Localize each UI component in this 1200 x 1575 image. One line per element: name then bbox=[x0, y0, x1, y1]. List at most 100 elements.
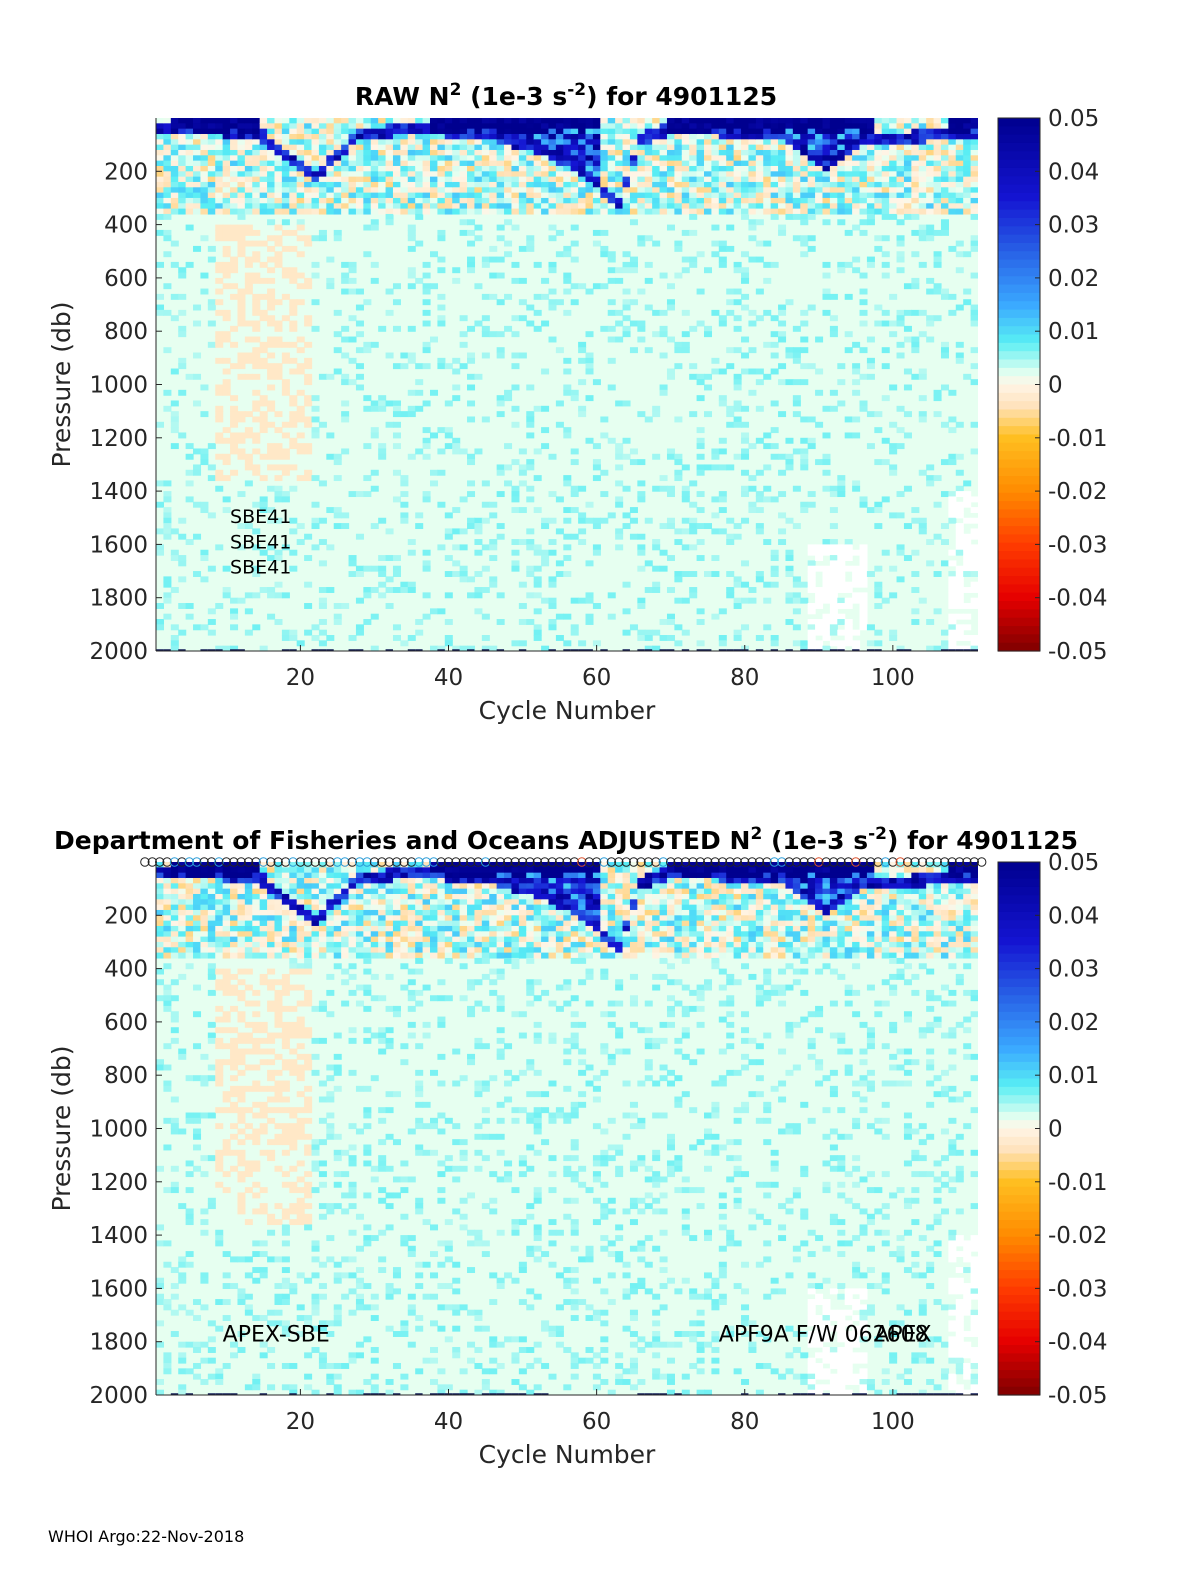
heatmap-cell bbox=[741, 277, 750, 284]
heatmap-cell bbox=[674, 160, 683, 167]
heatmap-cell bbox=[467, 373, 476, 380]
heatmap-cell bbox=[933, 123, 942, 130]
heatmap-cell bbox=[489, 176, 498, 183]
heatmap-cell bbox=[178, 149, 187, 156]
heatmap-cell bbox=[970, 155, 978, 162]
heatmap-cell bbox=[652, 581, 661, 588]
heatmap-cell bbox=[341, 448, 350, 455]
heatmap-cell bbox=[230, 1027, 239, 1034]
heatmap-cell bbox=[415, 277, 424, 284]
heatmap-cell bbox=[770, 203, 779, 210]
heatmap-cell bbox=[770, 635, 779, 641]
heatmap-cell bbox=[274, 1011, 283, 1018]
heatmap-cell bbox=[392, 165, 401, 172]
heatmap-cell bbox=[459, 315, 468, 322]
heatmap-cell bbox=[281, 149, 290, 156]
heatmap-cell bbox=[748, 197, 757, 204]
heatmap-cell bbox=[311, 416, 320, 423]
heatmap-cell bbox=[666, 619, 675, 625]
heatmap-cell bbox=[504, 171, 513, 178]
heatmap-cell bbox=[800, 320, 809, 327]
heatmap-cell bbox=[970, 304, 978, 311]
heatmap-cell bbox=[911, 283, 920, 290]
heatmap-cell bbox=[563, 384, 572, 391]
heatmap-cell bbox=[578, 187, 587, 194]
heatmap-cell bbox=[940, 197, 949, 204]
heatmap-cell bbox=[970, 507, 978, 514]
heatmap-cell bbox=[193, 352, 202, 359]
heatmap-cell bbox=[156, 1240, 165, 1247]
heatmap-cell bbox=[874, 171, 883, 178]
heatmap-cell bbox=[452, 181, 461, 188]
heatmap-cell bbox=[518, 203, 527, 210]
heatmap-cell bbox=[844, 624, 853, 631]
heatmap-cell bbox=[193, 941, 202, 948]
heatmap-cell bbox=[563, 427, 572, 434]
heatmap-cell bbox=[955, 453, 964, 460]
heatmap-cell bbox=[726, 171, 735, 178]
heatmap-cell bbox=[859, 501, 868, 508]
heatmap-cell bbox=[259, 862, 268, 868]
heatmap-cell bbox=[170, 920, 179, 927]
heatmap-cell bbox=[244, 1309, 253, 1316]
heatmap-cell bbox=[370, 160, 379, 167]
heatmap-cell bbox=[267, 203, 276, 210]
heatmap-cell bbox=[296, 363, 305, 370]
heatmap-cell bbox=[311, 427, 320, 434]
heatmap-cell bbox=[215, 603, 224, 609]
heatmap-cell bbox=[193, 936, 202, 943]
heatmap-cell bbox=[607, 208, 616, 215]
heatmap-cell bbox=[193, 925, 202, 932]
heatmap-cell bbox=[207, 872, 216, 879]
heatmap-cell bbox=[467, 155, 476, 162]
heatmap-cell bbox=[696, 149, 705, 156]
heatmap-cell bbox=[837, 619, 846, 625]
heatmap-cell bbox=[718, 181, 727, 188]
heatmap-cell bbox=[222, 979, 231, 986]
heatmap-cell bbox=[430, 149, 439, 156]
heatmap-cell bbox=[474, 235, 483, 242]
heatmap-cell bbox=[207, 176, 216, 183]
heatmap-cell bbox=[252, 123, 261, 130]
heatmap-cell bbox=[866, 357, 875, 364]
heatmap-cell bbox=[837, 197, 846, 204]
heatmap-cell bbox=[237, 1091, 246, 1098]
heatmap-cell bbox=[541, 187, 550, 194]
heatmap-cell bbox=[163, 984, 172, 991]
heatmap-cell bbox=[467, 149, 476, 156]
heatmap-cell bbox=[585, 192, 594, 199]
heatmap-cell bbox=[422, 613, 431, 620]
heatmap-cell bbox=[511, 128, 520, 135]
heatmap-cell bbox=[585, 331, 594, 338]
heatmap-cell bbox=[333, 203, 342, 210]
heatmap-cell bbox=[615, 496, 624, 503]
heatmap-cell bbox=[274, 619, 283, 625]
heatmap-cell bbox=[615, 176, 624, 183]
heatmap-cell bbox=[163, 405, 172, 412]
heatmap-cell bbox=[548, 181, 557, 188]
heatmap-cell bbox=[881, 128, 890, 135]
heatmap-cell bbox=[637, 203, 646, 210]
heatmap-cell bbox=[326, 256, 335, 263]
heatmap-cell bbox=[696, 123, 705, 130]
heatmap-cell bbox=[274, 320, 283, 327]
heatmap-cell bbox=[252, 909, 261, 916]
heatmap-cell bbox=[607, 176, 616, 183]
heatmap-cell bbox=[289, 272, 298, 279]
colorbar-segment bbox=[998, 242, 1040, 252]
heatmap-cell bbox=[696, 453, 705, 460]
heatmap-cell bbox=[563, 544, 572, 551]
heatmap-cell bbox=[237, 1085, 246, 1092]
heatmap-cell bbox=[800, 309, 809, 316]
heatmap-cell bbox=[222, 1107, 231, 1114]
heatmap-cell bbox=[785, 437, 794, 444]
heatmap-cell bbox=[274, 989, 283, 996]
heatmap-cell bbox=[837, 544, 846, 551]
heatmap-cell bbox=[422, 144, 431, 151]
heatmap-cell bbox=[955, 613, 964, 620]
heatmap-cell bbox=[600, 128, 609, 135]
heatmap-cell bbox=[755, 192, 764, 199]
heatmap-cell bbox=[896, 267, 905, 274]
heatmap-cell bbox=[222, 144, 231, 151]
heatmap-cell bbox=[844, 144, 853, 151]
